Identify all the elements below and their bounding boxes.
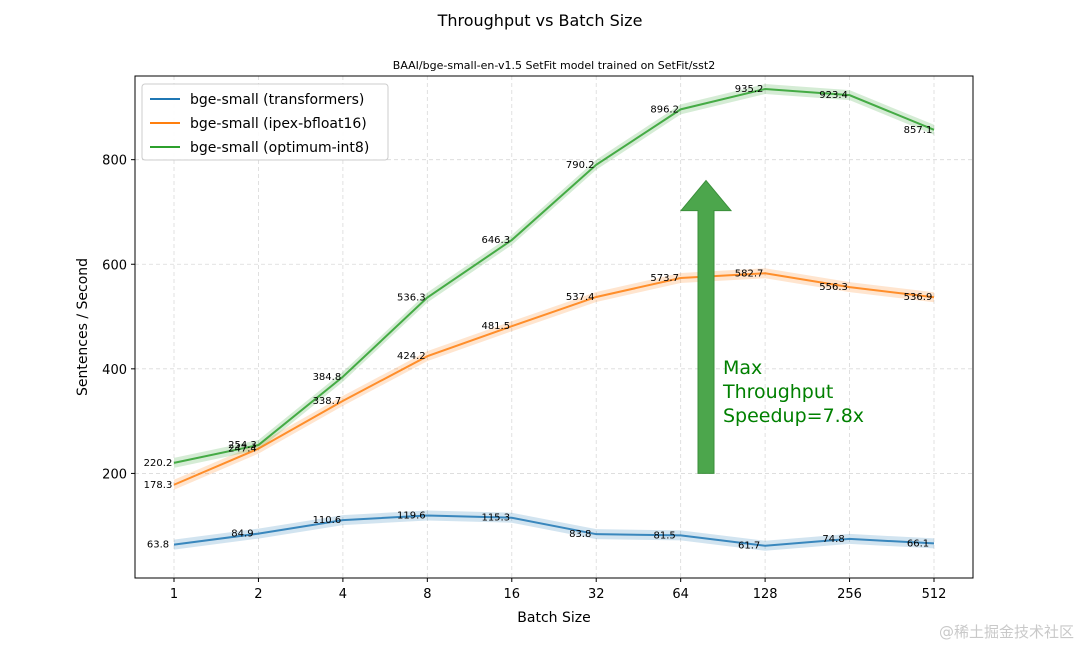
- data-label: 119.6: [397, 510, 426, 521]
- x-tick-label: 32: [588, 587, 605, 602]
- x-tick-label: 4: [339, 587, 347, 602]
- speedup-text: Throughput: [722, 381, 833, 403]
- data-label: 247.4: [228, 444, 257, 455]
- legend-entry: bge-small (optimum-int8): [190, 140, 369, 156]
- data-label: 536.9: [904, 292, 933, 303]
- data-label: 115.3: [481, 513, 510, 524]
- x-axis-label: Batch Size: [517, 610, 590, 626]
- y-tick-label: 400: [102, 363, 127, 378]
- series-band: [174, 510, 934, 551]
- speedup-arrow: [679, 179, 733, 474]
- x-tick-label: 512: [922, 587, 947, 602]
- series-line: [173, 272, 935, 486]
- x-tick-label: 1: [170, 587, 178, 602]
- data-label: 61.7: [738, 541, 760, 552]
- chart-title: Throughput vs Batch Size: [437, 11, 643, 30]
- data-label: 646.3: [481, 235, 510, 246]
- data-labels: 63.8 84.9 110.6 119.6 115.3 83.8 81.5 61.7 74.8 6…: [144, 84, 933, 552]
- data-label: 384.8: [313, 372, 342, 383]
- data-label: 790.2: [566, 160, 595, 171]
- data-label: 537.4: [566, 292, 595, 303]
- x-axis-ticks: 1 2 4 8 16 32 64 128 256 512: [170, 578, 947, 602]
- x-tick-label: 16: [504, 587, 521, 602]
- data-label: 81.5: [654, 530, 676, 541]
- data-label: 935.2: [735, 84, 764, 95]
- data-label: 857.1: [904, 125, 933, 136]
- data-label: 582.7: [735, 268, 764, 279]
- x-tick-label: 256: [837, 587, 862, 602]
- series-line: [173, 514, 935, 547]
- data-label: 63.8: [147, 540, 169, 551]
- plot-area-frame: [134, 75, 974, 579]
- data-label: 66.1: [907, 538, 929, 549]
- data-label: 536.3: [397, 293, 426, 304]
- data-label: 573.7: [650, 273, 679, 284]
- series-lines: [173, 87, 935, 547]
- data-label: 556.3: [819, 282, 848, 293]
- y-tick-label: 600: [102, 258, 127, 273]
- y-tick-label: 200: [102, 467, 127, 482]
- y-tick-label: 800: [102, 154, 127, 169]
- data-label: 254.3: [228, 440, 257, 451]
- data-label: 923.4: [819, 90, 848, 101]
- speedup-text: Speedup=7.8x: [723, 405, 864, 427]
- legend-entry: bge-small (transformers): [190, 92, 364, 108]
- data-label: 178.3: [144, 480, 173, 491]
- watermark: @稀土掘金技术社区: [938, 623, 1074, 641]
- x-tick-label: 64: [672, 587, 689, 602]
- data-label: 83.8: [569, 529, 591, 540]
- data-label: 481.5: [481, 321, 510, 332]
- data-label: 896.2: [650, 104, 679, 115]
- x-tick-label: 128: [753, 587, 778, 602]
- data-label: 74.8: [822, 534, 844, 545]
- y-axis-label: Sentences / Second: [75, 258, 91, 396]
- series-line: [173, 87, 935, 464]
- x-tick-label: 2: [254, 587, 262, 602]
- legend-entry: bge-small (ipex-bfloat16): [190, 116, 367, 132]
- data-label: 338.7: [313, 396, 342, 407]
- chart-subtitle: BAAI/bge-small-en-v1.5 SetFit model trai…: [393, 59, 715, 72]
- y-axis-ticks: 200 400 600 800: [102, 154, 135, 482]
- data-label: 84.9: [231, 529, 253, 540]
- legend: bge-small (transformers) bge-small (ipex-…: [141, 83, 389, 161]
- series-band: [174, 268, 934, 490]
- data-label: 110.6: [313, 515, 342, 526]
- data-label: 424.2: [397, 351, 426, 362]
- x-tick-label: 8: [423, 587, 431, 602]
- speedup-text: Max: [723, 357, 762, 379]
- data-label: 220.2: [144, 458, 173, 469]
- legend-box: [141, 83, 389, 161]
